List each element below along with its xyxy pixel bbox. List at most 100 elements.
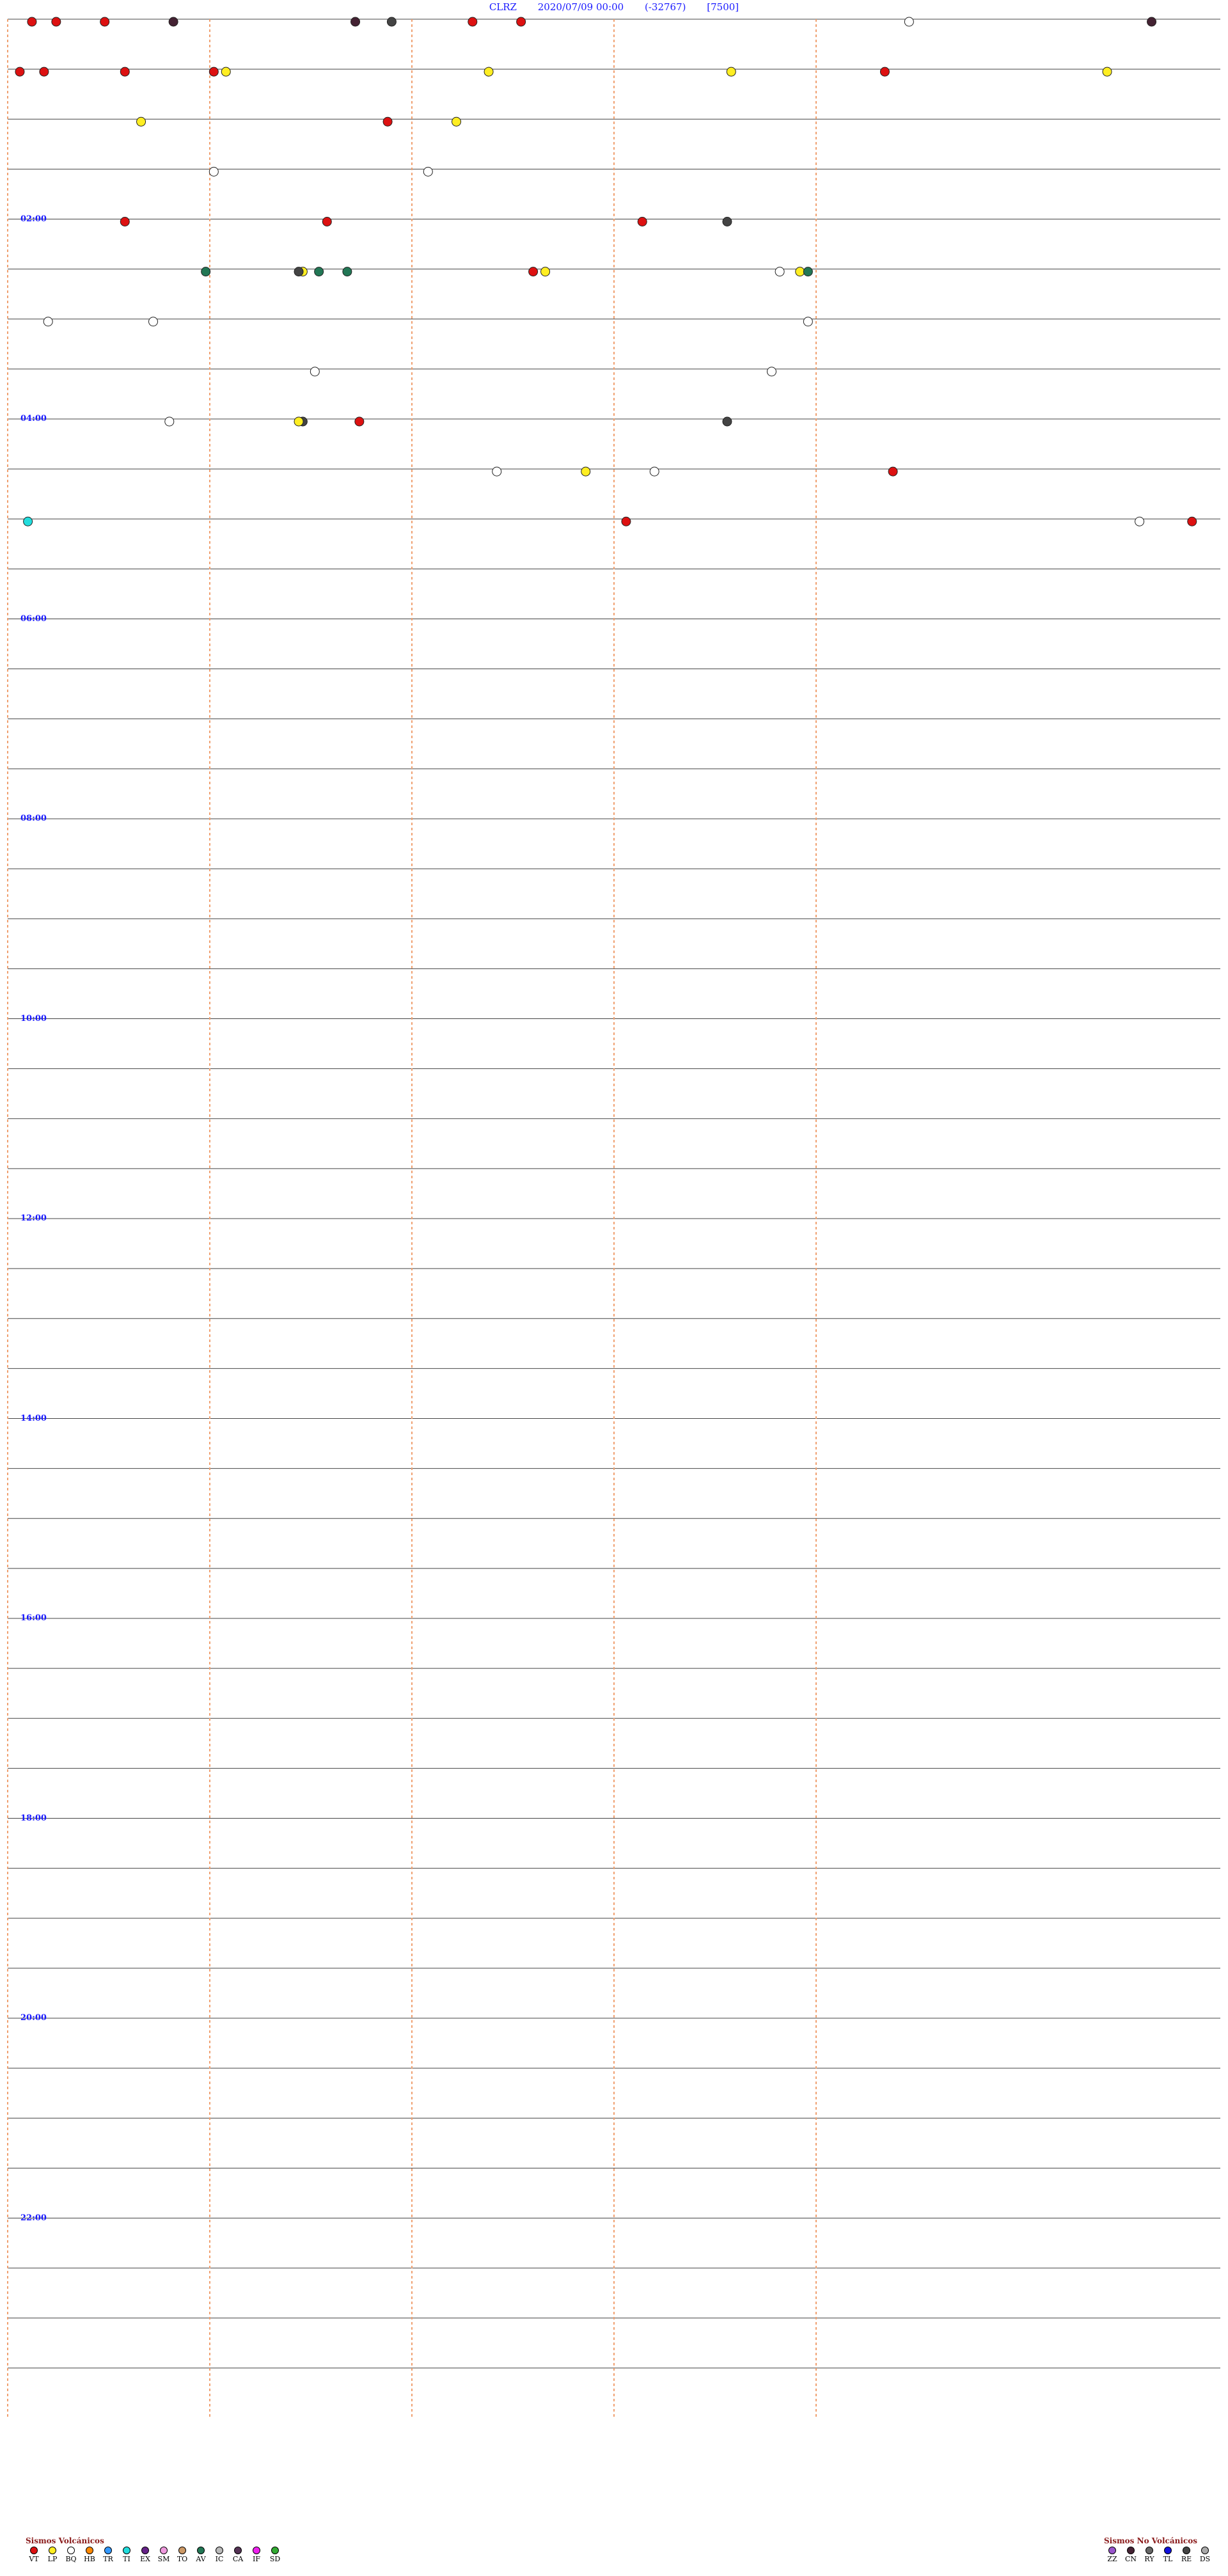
hour-label: 12:00 <box>20 1213 47 1223</box>
event-marker-lp <box>136 116 146 127</box>
legend-code: RE <box>1181 2555 1192 2563</box>
hour-label: 18:00 <box>20 1813 47 1823</box>
hour-label: 06:00 <box>20 613 47 624</box>
legend-swatch <box>1127 2547 1135 2554</box>
legend-swatch <box>30 2547 38 2554</box>
event-marker-av <box>803 267 813 277</box>
legend-code: TI <box>123 2555 130 2563</box>
legend-code: SM <box>157 2555 170 2563</box>
legend-item-zz: ZZ <box>1104 2547 1121 2563</box>
legend-item-cn: CN <box>1122 2547 1139 2563</box>
event-marker-lp <box>581 466 591 477</box>
legend-swatch <box>141 2547 149 2554</box>
legend-swatch <box>1145 2547 1153 2554</box>
dashed-markers <box>7 19 817 2418</box>
legend-item-tl: TL <box>1160 2547 1176 2563</box>
legend-code: ZZ <box>1107 2555 1117 2563</box>
event-marker-av <box>314 267 324 277</box>
event-marker-bq <box>775 267 785 277</box>
legend-code: DS <box>1199 2555 1211 2563</box>
event-marker-vt <box>15 67 25 77</box>
event-marker-vt <box>354 416 365 427</box>
hour-label: 14:00 <box>20 1413 47 1423</box>
event-marker-vt <box>528 267 539 277</box>
event-marker-re <box>722 416 732 427</box>
event-marker-vt <box>468 17 478 27</box>
legend-item-av: AV <box>193 2547 209 2563</box>
event-markers <box>15 17 1197 526</box>
event-marker-lp <box>452 116 462 127</box>
legend-item-hb: HB <box>81 2547 98 2563</box>
event-marker-vt <box>100 17 110 27</box>
legend-code: CA <box>232 2555 244 2563</box>
event-marker-vt <box>322 217 332 226</box>
hour-label: 20:00 <box>20 2013 47 2023</box>
legend-swatch <box>86 2547 93 2554</box>
legend-volcanic: Sismos Volcánicos VT LP BQ HB TR TI EX SM TO AV IC… <box>26 2536 283 2563</box>
event-marker-bq <box>43 317 53 327</box>
legend-item-sm: SM <box>155 2547 172 2563</box>
legend-swatch <box>1201 2547 1209 2554</box>
legend-item-ic: IC <box>211 2547 228 2563</box>
legend-swatch <box>123 2547 130 2554</box>
legend-code: IC <box>215 2555 224 2563</box>
legend-item-vt: VT <box>26 2547 42 2563</box>
event-marker-bq <box>209 166 219 177</box>
legend-code: LP <box>47 2555 58 2563</box>
event-marker-bq <box>164 416 175 427</box>
legend-code: HB <box>84 2555 95 2563</box>
legend-swatch <box>67 2547 75 2554</box>
legend-item-ex: EX <box>137 2547 154 2563</box>
event-marker-bq <box>904 17 914 27</box>
event-marker-lp <box>795 267 805 277</box>
event-marker-re <box>386 17 397 27</box>
event-marker-bq <box>766 367 776 377</box>
legend-swatch <box>1183 2547 1190 2554</box>
legend-item-sd: SD <box>267 2547 283 2563</box>
legend-nonvolcanic: Sismos No Volcánicos ZZ CN RY TL RE DS <box>1104 2536 1213 2563</box>
event-marker-lp <box>726 67 736 77</box>
hour-label: 16:00 <box>20 1613 47 1623</box>
legend-swatch <box>178 2547 186 2554</box>
event-marker-vt <box>637 217 647 226</box>
legend-code: RY <box>1144 2555 1154 2563</box>
legend-swatch <box>271 2547 279 2554</box>
legend-code: TR <box>103 2555 113 2563</box>
event-marker-vt <box>51 17 61 27</box>
legend-code: TO <box>177 2555 188 2563</box>
event-marker-lp <box>484 67 494 77</box>
legend-code: IF <box>253 2555 260 2563</box>
legend-swatch <box>1108 2547 1116 2554</box>
chart-header: CLRZ 2020/07/09 00:00 (-32767) [7500] <box>0 1 1228 13</box>
record-count: (-32767) <box>645 1 686 13</box>
legend-item-if: IF <box>248 2547 265 2563</box>
event-marker-vt <box>39 67 49 77</box>
legend-swatch <box>234 2547 242 2554</box>
event-marker-cn <box>1147 17 1157 27</box>
legend-swatch <box>49 2547 56 2554</box>
legend-swatch <box>197 2547 205 2554</box>
record-datetime: 2020/07/09 00:00 <box>537 1 624 13</box>
event-marker-lp <box>294 416 304 427</box>
legend-code: TL <box>1163 2555 1173 2563</box>
hour-label: 22:00 <box>20 2213 47 2223</box>
legend-item-ca: CA <box>230 2547 246 2563</box>
legend-swatch <box>1164 2547 1172 2554</box>
event-marker-av <box>342 267 352 277</box>
event-marker-vt <box>879 67 890 77</box>
legend-code: VT <box>29 2555 39 2563</box>
event-marker-bq <box>423 166 433 177</box>
event-marker-bq <box>649 466 659 477</box>
event-marker-cn <box>168 17 178 27</box>
hour-label: 02:00 <box>20 214 47 224</box>
legend-item-ry: RY <box>1141 2547 1158 2563</box>
hour-label: 04:00 <box>20 414 47 423</box>
event-marker-vt <box>27 17 37 27</box>
event-marker-vt <box>209 67 219 77</box>
event-marker-lp <box>1102 67 1112 77</box>
event-marker-bq <box>148 317 159 327</box>
event-marker-av <box>201 267 211 277</box>
event-marker-re <box>722 217 732 226</box>
legend-swatch <box>160 2547 168 2554</box>
